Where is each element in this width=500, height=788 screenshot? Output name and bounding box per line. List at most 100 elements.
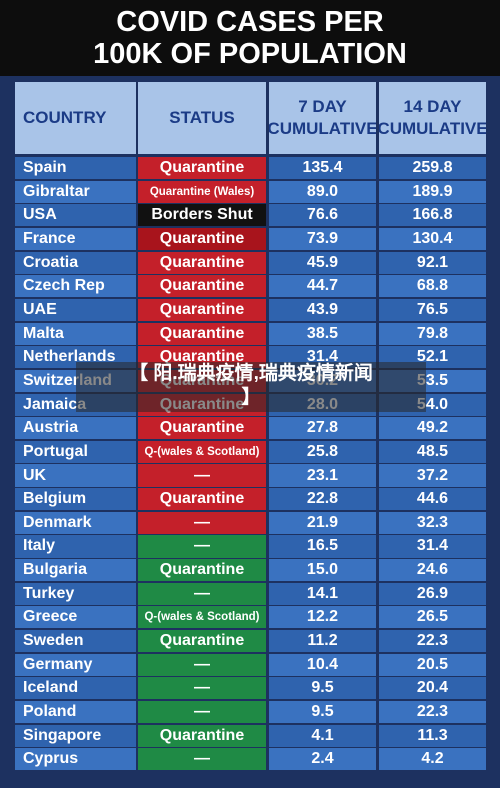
value-cell: 26.5 [379, 606, 486, 629]
status-cell: — [138, 653, 266, 676]
status-cell: Q-(wales & Scotland) [138, 606, 266, 629]
country-cell: Gibraltar [15, 180, 136, 203]
country-cell: Turkey [15, 582, 136, 605]
status-cell: — [138, 582, 266, 605]
status-cell: — [138, 535, 266, 558]
value-cell: 89.0 [269, 180, 376, 203]
value-cell: 16.5 [269, 535, 376, 558]
country-cell: UK [15, 464, 136, 487]
value-cell: 92.1 [379, 251, 486, 274]
value-cell: 76.5 [379, 298, 486, 322]
value-cell: 37.2 [379, 464, 486, 487]
status-cell: Quarantine [138, 417, 266, 440]
status-cell: Quarantine [138, 559, 266, 582]
country-cell: UAE [15, 298, 136, 322]
value-cell: 27.8 [269, 417, 376, 440]
column-header: 7 DAY CUMULATIVE [269, 82, 376, 154]
value-cell: 25.8 [269, 440, 376, 463]
value-cell: 49.2 [379, 417, 486, 440]
value-cell: 9.5 [269, 677, 376, 700]
value-cell: 2.4 [269, 748, 376, 771]
value-cell: 22.3 [379, 630, 486, 653]
status-cell: Quarantine [138, 724, 266, 747]
value-cell: 26.9 [379, 582, 486, 605]
status-cell: Quarantine [138, 298, 266, 322]
country-cell: Austria [15, 417, 136, 440]
status-cell: Quarantine [138, 251, 266, 274]
status-cell: — [138, 511, 266, 534]
status-cell: Quarantine [138, 275, 266, 298]
value-cell: 4.2 [379, 748, 486, 771]
country-cell: Bulgaria [15, 559, 136, 582]
country-cell: Spain [15, 157, 136, 180]
value-cell: 14.1 [269, 582, 376, 605]
value-cell: 11.3 [379, 724, 486, 747]
value-cell: 166.8 [379, 204, 486, 227]
title-block: COVID CASES PER 100K OF POPULATION [0, 0, 500, 76]
value-cell: 15.0 [269, 559, 376, 582]
value-cell: 9.5 [269, 700, 376, 724]
value-cell: 44.7 [269, 275, 376, 298]
column-header: STATUS [138, 82, 266, 154]
status-cell: — [138, 748, 266, 771]
status-cell: Quarantine [138, 630, 266, 653]
country-cell: Singapore [15, 724, 136, 747]
status-cell: Q-(wales & Scotland) [138, 440, 266, 463]
value-cell: 31.4 [379, 535, 486, 558]
value-cell: 259.8 [379, 157, 486, 180]
country-cell: Iceland [15, 677, 136, 700]
value-cell: 79.8 [379, 322, 486, 345]
status-cell: — [138, 677, 266, 700]
country-cell: Croatia [15, 251, 136, 274]
value-cell: 48.5 [379, 440, 486, 463]
status-cell: — [138, 464, 266, 487]
value-cell: 189.9 [379, 180, 486, 203]
value-cell: 20.5 [379, 653, 486, 676]
value-cell: 22.8 [269, 488, 376, 511]
value-cell: 32.3 [379, 511, 486, 534]
country-cell: France [15, 227, 136, 251]
country-cell: USA [15, 204, 136, 227]
title: 100K OF POPULATION [93, 38, 407, 70]
country-cell: Italy [15, 535, 136, 558]
value-cell: 130.4 [379, 227, 486, 251]
value-cell: 135.4 [269, 157, 376, 180]
country-cell: Portugal [15, 440, 136, 463]
value-cell: 10.4 [269, 653, 376, 676]
status-cell: Quarantine (Wales) [138, 180, 266, 203]
value-cell: 11.2 [269, 630, 376, 653]
country-cell: Germany [15, 653, 136, 676]
country-cell: Denmark [15, 511, 136, 534]
status-cell: Quarantine [138, 322, 266, 345]
value-cell: 76.6 [269, 204, 376, 227]
value-cell: 73.9 [269, 227, 376, 251]
value-cell: 20.4 [379, 677, 486, 700]
country-cell: Greece [15, 606, 136, 629]
value-cell: 4.1 [269, 724, 376, 747]
title: COVID CASES PER [116, 6, 384, 38]
country-cell: Cyprus [15, 748, 136, 771]
value-cell: 44.6 [379, 488, 486, 511]
value-cell: 24.6 [379, 559, 486, 582]
value-cell: 38.5 [269, 322, 376, 345]
status-cell: — [138, 700, 266, 724]
overlay-text: 【 阳.瑞典疫情,瑞典疫情新闻 [129, 363, 373, 384]
status-cell: Quarantine [138, 157, 266, 180]
overlay-banner: 【 阳.瑞典疫情,瑞典疫情新闻 】 [76, 362, 426, 412]
value-cell: 23.1 [269, 464, 376, 487]
value-cell: 22.3 [379, 700, 486, 724]
value-cell: 12.2 [269, 606, 376, 629]
column-header: COUNTRY [15, 82, 136, 154]
status-cell: Quarantine [138, 227, 266, 251]
value-cell: 45.9 [269, 251, 376, 274]
country-cell: Czech Rep [15, 275, 136, 298]
country-cell: Belgium [15, 488, 136, 511]
country-cell: Malta [15, 322, 136, 345]
value-cell: 68.8 [379, 275, 486, 298]
country-cell: Sweden [15, 630, 136, 653]
overlay-text: 】 [241, 387, 261, 408]
value-cell: 43.9 [269, 298, 376, 322]
value-cell: 21.9 [269, 511, 376, 534]
status-cell: Borders Shut [138, 204, 266, 227]
column-header: 14 DAY CUMULATIVE [379, 82, 486, 154]
